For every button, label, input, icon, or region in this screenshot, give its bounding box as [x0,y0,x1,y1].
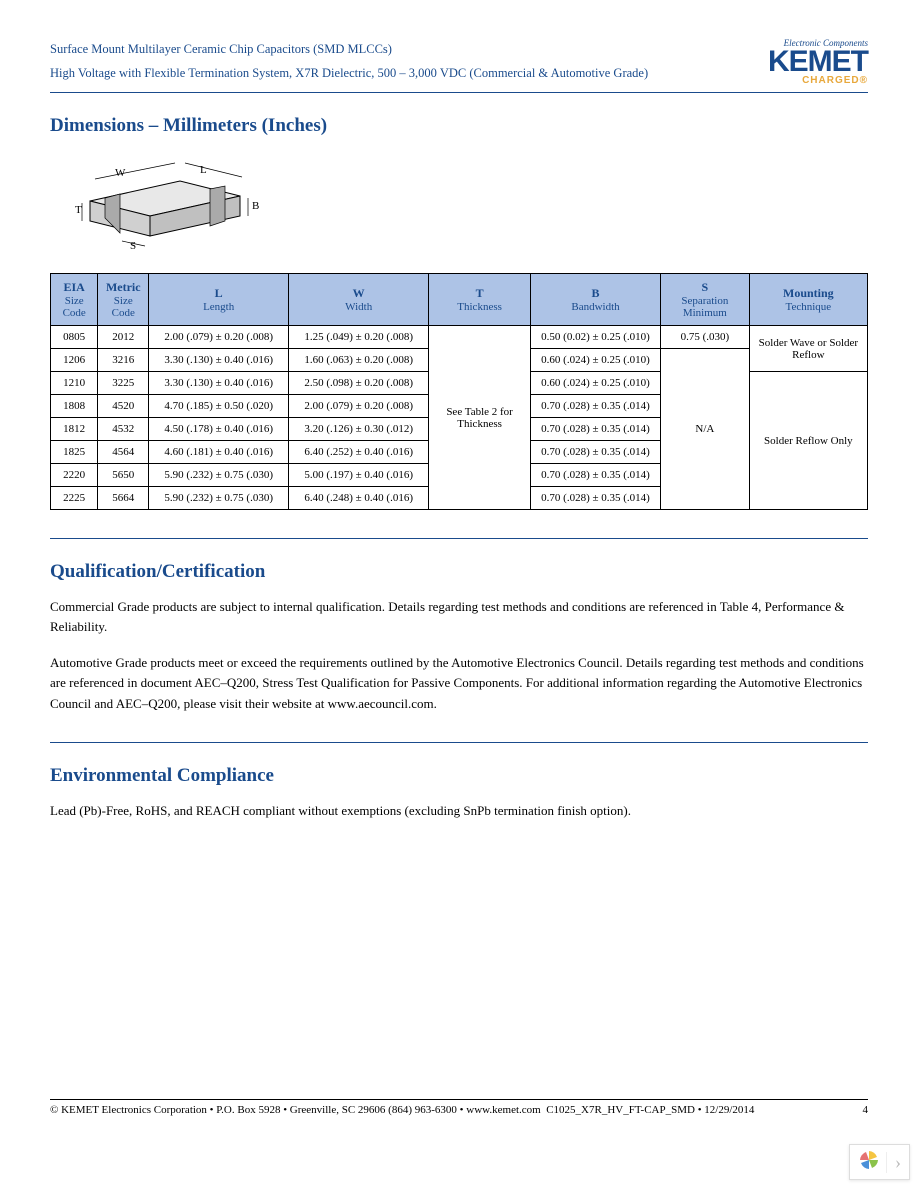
svg-text:T: T [75,204,82,216]
header-text-block: Surface Mount Multilayer Ceramic Chip Ca… [50,38,648,86]
sep-merged: N/A [661,349,750,510]
col-eia: EIASize Code [51,274,98,326]
header-line1: Surface Mount Multilayer Ceramic Chip Ca… [50,38,648,62]
dimensions-table: EIASize Code MetricSize Code LLength WWi… [50,273,868,510]
corner-nav-widget[interactable]: › [849,1144,910,1180]
divider [50,742,868,743]
table-row: 0805 2012 2.00 (.079) ± 0.20 (.008) 1.25… [51,326,868,349]
qualification-p2: Automotive Grade products meet or exceed… [50,653,868,713]
environmental-title: Environmental Compliance [50,765,868,787]
page-footer: © KEMET Electronics Corporation • P.O. B… [50,1099,868,1116]
environmental-p1: Lead (Pb)-Free, RoHS, and REACH complian… [50,801,868,821]
col-length: LLength [149,274,289,326]
svg-text:L: L [200,164,207,176]
header-line2: High Voltage with Flexible Termination S… [50,62,648,86]
dimensions-title: Dimensions – Millimeters (Inches) [50,115,868,137]
footer-left: © KEMET Electronics Corporation • P.O. B… [50,1104,754,1116]
pinwheel-icon [858,1149,880,1175]
col-thickness: TThickness [429,274,531,326]
sep-row0: 0.75 (.030) [661,326,750,349]
brand-logo: Electronic Components KEMET CHARGED® [768,38,868,86]
qualification-title: Qualification/Certification [50,561,868,583]
col-width: WWidth [289,274,429,326]
mount-bottom: Solder Reflow Only [749,372,867,510]
thickness-merged: See Table 2 for Thickness [429,326,531,510]
col-mounting: MountingTechnique [749,274,867,326]
col-separation: SSeparation Minimum [661,274,750,326]
divider [50,538,868,539]
col-bandwidth: BBandwidth [531,274,661,326]
page-header: Surface Mount Multilayer Ceramic Chip Ca… [50,38,868,93]
mount-top: Solder Wave or Solder Reflow [749,326,867,372]
svg-text:S: S [130,240,136,251]
table-header: EIASize Code MetricSize Code LLength WWi… [51,274,868,326]
svg-text:B: B [252,200,259,212]
col-metric: MetricSize Code [98,274,149,326]
qualification-p1: Commercial Grade products are subject to… [50,597,868,637]
footer-page-number: 4 [863,1104,869,1116]
logo-main: KEMET [768,48,868,75]
dimension-diagram: W L T B S [60,151,868,255]
chevron-right-icon[interactable]: › [886,1152,901,1173]
